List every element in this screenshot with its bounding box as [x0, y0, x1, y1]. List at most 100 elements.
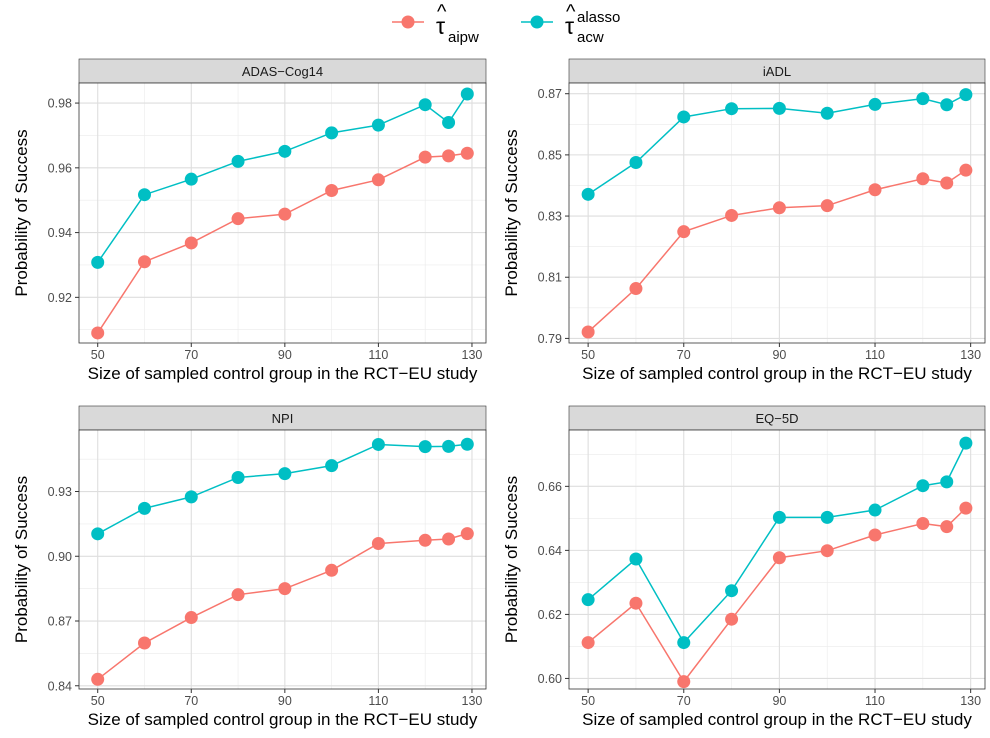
data-point: [278, 144, 292, 158]
data-point: [231, 470, 245, 484]
data-point: [231, 154, 245, 168]
x-tick-label: 110: [368, 348, 388, 362]
data-point: [725, 612, 739, 626]
series-acw-alasso: [581, 436, 973, 650]
series-aipw: [581, 501, 973, 689]
data-point: [677, 675, 691, 689]
y-axis-title: Probability of Success: [12, 129, 31, 296]
panel-3: NPI 50 70 90 110 130 0.84 0.87 0.90 0.93 Size of s…: [12, 405, 487, 729]
y-tick-label: 0.94: [48, 226, 72, 240]
data-point: [581, 636, 595, 650]
data-point: [677, 110, 691, 124]
x-tick-label: 70: [184, 348, 198, 362]
series-aipw: [91, 527, 474, 686]
data-point: [184, 172, 198, 186]
series-acw-alasso: [91, 87, 474, 269]
y-tick-label: 0.85: [538, 148, 562, 162]
y-tick-label: 0.66: [538, 480, 562, 494]
x-tick-label: 110: [865, 694, 885, 708]
series-acw-alasso: [581, 88, 973, 201]
y-tick-label: 0.79: [538, 332, 562, 346]
legend-symbol: τ: [436, 13, 445, 39]
x-tick-label: 90: [772, 348, 786, 362]
data-point: [820, 106, 834, 120]
series-line: [97, 152, 468, 334]
x-tick-label: 90: [278, 694, 292, 708]
data-point: [278, 467, 292, 481]
x-tick-label: 50: [581, 348, 595, 362]
data-point: [820, 199, 834, 213]
series-line: [97, 443, 468, 535]
legend-hat: ^: [437, 1, 447, 23]
data-point: [916, 172, 930, 186]
y-tick-label: 0.92: [48, 291, 72, 305]
x-axis-title: Size of sampled control group in the RCT…: [582, 710, 972, 729]
y-axis-title: Probability of Success: [12, 476, 31, 643]
panel-border: [568, 429, 986, 690]
data-point: [581, 593, 595, 607]
legend-item: ^τ aipw: [392, 1, 479, 46]
x-tick-label: 130: [960, 348, 981, 362]
data-point: [772, 201, 786, 215]
data-point: [442, 532, 456, 546]
data-point: [418, 533, 432, 547]
data-point: [418, 150, 432, 164]
data-point: [868, 97, 882, 111]
x-tick-label: 70: [184, 694, 198, 708]
facet-strip: [78, 405, 487, 431]
data-point: [325, 563, 339, 577]
data-point: [772, 510, 786, 524]
data-point: [460, 437, 474, 451]
data-point: [868, 528, 882, 542]
data-point: [278, 582, 292, 596]
panel-1: ADAS−Cog14 50 70 90 110 130 0.92 0.94 0.96 0.98 Si…: [12, 58, 487, 383]
panel-border: [78, 429, 487, 690]
x-tick-label: 50: [91, 348, 105, 362]
data-point: [820, 544, 834, 558]
facet-strip: [568, 405, 986, 431]
data-point: [137, 255, 151, 269]
data-point: [91, 527, 105, 541]
y-tick-label: 0.83: [538, 210, 562, 224]
data-point: [442, 149, 456, 163]
data-point: [916, 479, 930, 493]
x-tick-label: 130: [462, 694, 483, 708]
data-point: [184, 611, 198, 625]
legend-hat: ^: [566, 1, 576, 23]
data-point: [940, 176, 954, 190]
x-tick-label: 70: [677, 348, 691, 362]
data-point: [91, 255, 105, 269]
data-point: [772, 101, 786, 115]
data-point: [231, 588, 245, 602]
y-tick-label: 0.60: [538, 672, 562, 686]
facet-title: iADL: [763, 64, 791, 79]
data-point: [677, 636, 691, 650]
y-axis-title: Probability of Success: [502, 129, 521, 296]
y-tick-label: 0.64: [538, 544, 562, 558]
data-point: [371, 437, 385, 451]
data-point: [184, 490, 198, 504]
legend-key-point: [530, 15, 544, 29]
data-point: [325, 126, 339, 140]
data-point: [725, 584, 739, 598]
data-point: [278, 207, 292, 221]
series-aipw: [91, 146, 474, 340]
x-tick-label: 110: [865, 348, 885, 362]
data-point: [959, 163, 973, 177]
data-point: [184, 236, 198, 250]
y-tick-label: 0.87: [48, 615, 72, 629]
data-point: [460, 146, 474, 160]
y-axis-title: Probability of Success: [502, 476, 521, 643]
data-point: [418, 440, 432, 454]
data-point: [442, 116, 456, 130]
data-point: [371, 173, 385, 187]
data-point: [325, 459, 339, 473]
panel-border: [78, 82, 487, 344]
data-point: [137, 501, 151, 515]
data-point: [940, 475, 954, 489]
data-point: [581, 325, 595, 339]
series-line: [587, 93, 967, 195]
legend-key-point: [401, 15, 415, 29]
